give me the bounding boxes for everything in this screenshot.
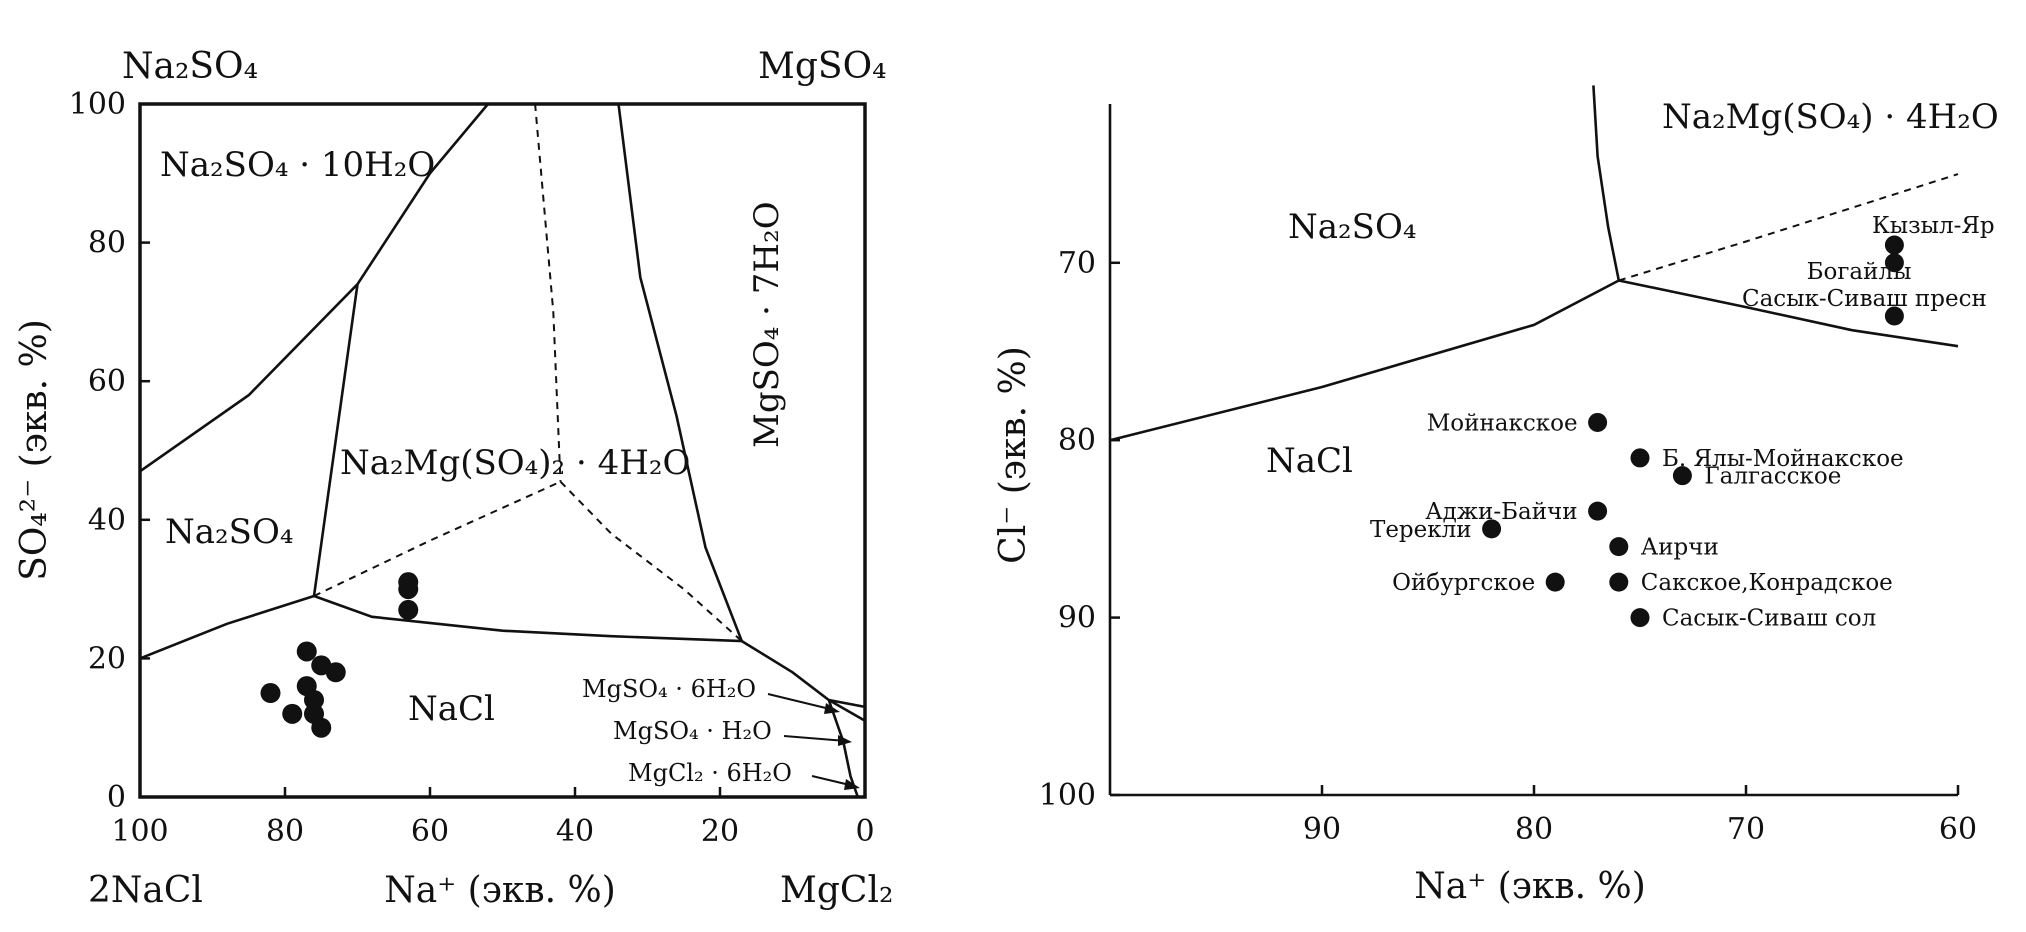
phase-label-na2so4-10h2o: Na₂SO₄ · 10H₂O (160, 145, 435, 185)
data-point (296, 641, 317, 662)
data-point (398, 599, 419, 620)
left-y-axis-label: SO₄²⁻ (экв. %) (14, 319, 55, 581)
phase-label-mgso4-7h2o: MgSO₄ · 7H₂O (747, 201, 787, 448)
y-tick-label: 0 (107, 780, 126, 815)
data-point (1609, 537, 1629, 557)
x-tick-label: 80 (266, 814, 304, 849)
data-point (1482, 519, 1502, 539)
phase-label-na2mg-so4-4h2o-right: Na₂Mg(SO₄) · 4H₂O (1662, 97, 1999, 137)
y-tick-label: 70 (1058, 246, 1096, 281)
corner-label-bottom-right: MgCl₂ (780, 870, 893, 911)
data-point (1884, 253, 1904, 273)
point-label: Ойбургское (1392, 570, 1535, 596)
data-point (1588, 501, 1608, 521)
corner-label-top-right: MgSO₄ (758, 46, 887, 87)
right-x-axis-label: Na⁺ (экв. %) (1414, 866, 1646, 907)
left-phase-diagram: 100 80 60 40 20 0 0 20 40 60 80 100 Na₂SO₄ MgSO₄ 2N… (14, 46, 893, 911)
phase-boundary-dashed (1618, 173, 1959, 282)
left-plot-frame (138, 102, 867, 799)
data-point (311, 717, 332, 738)
data-point (398, 579, 419, 600)
right-phase-boundaries (1109, 85, 1959, 442)
left-x-axis-label: Na⁺ (экв. %) (384, 870, 616, 911)
data-point (282, 703, 303, 724)
data-point (1630, 608, 1650, 628)
point-label: Сасык-Сиваш сол (1662, 606, 1876, 632)
phase-label-na2mg-so4-2-4h2o: Na₂Mg(SO₄)₂ · 4H₂O (340, 443, 690, 483)
y-tick-label: 40 (88, 503, 126, 538)
phase-boundary-solid (1618, 279, 1959, 348)
phase-label-mgso4-h2o: MgSO₄ · H₂O (613, 717, 772, 745)
right-y-axis-label: Cl⁻ (экв. %) (993, 346, 1034, 564)
x-tick-label: 80 (1515, 812, 1553, 847)
phase-boundary-dashed (534, 103, 562, 482)
data-point (260, 683, 281, 704)
point-label: Б. Ялы-Мойнакское (1662, 446, 1904, 472)
corner-label-bottom-left: 2NaCl (88, 870, 203, 911)
phase-boundary-solid (313, 594, 742, 643)
phase-boundary-dashed (559, 481, 743, 642)
x-tick-label: 100 (111, 814, 168, 849)
phase-boundary-solid (1592, 85, 1621, 281)
data-point (304, 689, 324, 710)
data-point (1609, 572, 1629, 592)
corner-label-top-left: Na₂SO₄ (122, 46, 258, 87)
phase-label-nacl-right: NaCl (1266, 441, 1353, 481)
point-label: Мойнакское (1427, 410, 1578, 436)
x-tick-label: 20 (701, 814, 739, 849)
point-label: Богайлы (1807, 259, 1912, 285)
point-label: Терекли (1370, 517, 1472, 543)
phase-label-mgcl2-6h2o: MgCl₂ · 6H₂O (628, 759, 792, 787)
x-tick-label: 40 (556, 814, 594, 849)
left-ticks: 100 80 60 40 20 0 0 20 40 60 80 100 (69, 87, 875, 849)
y-tick-label: 60 (88, 364, 126, 399)
data-point (1672, 466, 1692, 486)
x-tick-label: 60 (411, 814, 449, 849)
x-tick-label: 90 (1303, 812, 1341, 847)
left-data-points (260, 572, 419, 738)
point-label: Кызыл-Яр (1872, 213, 1995, 239)
phase-label-na2so4-right: Na₂SO₄ (1288, 207, 1416, 247)
data-point (325, 662, 346, 683)
phase-boundary-solid (1109, 279, 1620, 442)
y-tick-label: 100 (1039, 778, 1096, 813)
phase-label-nacl-left: NaCl (408, 689, 495, 729)
phase-boundary-solid (312, 284, 359, 597)
data-point (1545, 572, 1565, 592)
x-tick-label: 0 (855, 814, 874, 849)
right-ticks: 90 80 70 60 70 80 90 100 (1039, 246, 1977, 847)
phase-boundary-solid (139, 594, 315, 660)
x-tick-label: 70 (1727, 812, 1765, 847)
y-tick-label: 80 (1058, 423, 1096, 458)
y-tick-label: 90 (1058, 601, 1096, 636)
phase-boundary-solid (828, 698, 866, 722)
phase-label-mgso4-6h2o: MgSO₄ · 6H₂O (582, 675, 756, 703)
phase-label-na2so4: Na₂SO₄ (165, 512, 293, 552)
point-label: Аджи-Байчи (1425, 499, 1577, 525)
data-point (1588, 412, 1608, 432)
data-point (1884, 306, 1904, 326)
phase-boundary-solid (617, 103, 744, 642)
data-point (1884, 235, 1904, 255)
y-tick-label: 100 (69, 87, 126, 122)
point-label: Сасык-Сиваш пресн (1742, 286, 1987, 312)
point-label: Аирчи (1641, 535, 1719, 561)
y-tick-label: 20 (88, 641, 126, 676)
left-leader-arrows (767, 693, 860, 790)
phase-boundary-solid (741, 639, 866, 709)
point-label: Галгасское (1704, 464, 1841, 490)
point-label: Сакское,Конрадское (1641, 570, 1893, 596)
left-phase-boundaries (139, 103, 866, 798)
y-tick-label: 80 (88, 226, 126, 261)
x-tick-label: 60 (1939, 812, 1977, 847)
phase-boundary-dashed (313, 480, 561, 597)
data-point (1630, 448, 1650, 468)
